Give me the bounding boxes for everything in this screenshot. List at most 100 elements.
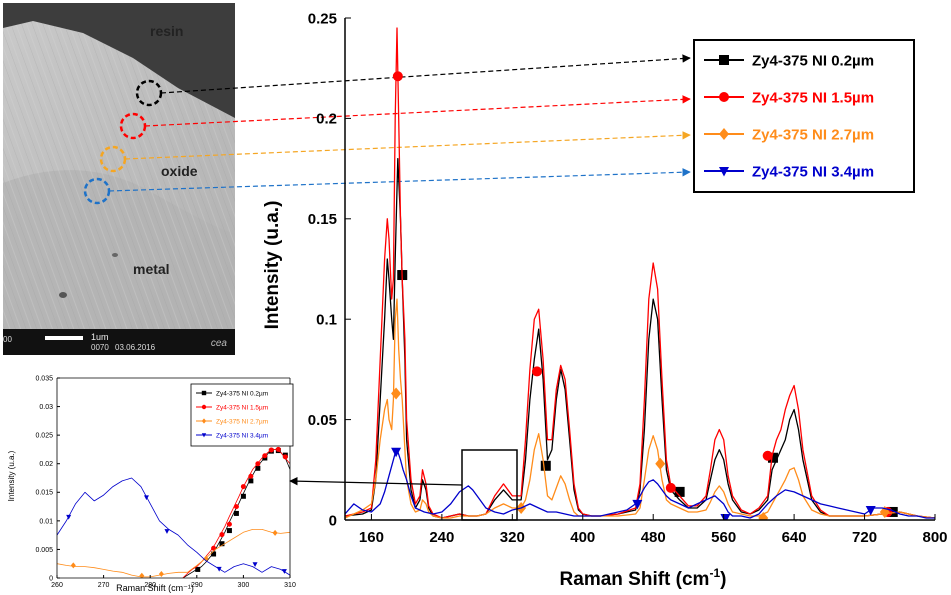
main-x-tick-label-2: 320 bbox=[500, 529, 525, 546]
inset-series-1-marker-1 bbox=[219, 532, 225, 538]
inset-series-1-marker-4 bbox=[240, 484, 246, 490]
main-x-tick-label-6: 640 bbox=[782, 529, 807, 546]
inset-series-1-marker-7 bbox=[262, 453, 268, 459]
main-x-tick-label-5: 560 bbox=[711, 529, 736, 546]
inset-series-1-marker-8 bbox=[268, 447, 274, 453]
main-legend-label-3: Zy4-375 NI 3.4µm bbox=[752, 163, 874, 180]
main-series-2-marker-3 bbox=[758, 511, 769, 520]
main-series-line-1 bbox=[345, 27, 935, 519]
main-y-tick-label-5: 0.25 bbox=[308, 10, 337, 27]
main-y-axis-label: Intensity (u.a.) bbox=[262, 201, 283, 330]
inset-x-tick-label-3: 290 bbox=[191, 582, 203, 589]
main-x-axis-label: Raman Shift (cm-1) bbox=[560, 566, 727, 590]
main-series-0-marker-2 bbox=[674, 486, 685, 497]
inset-series-0-marker-6 bbox=[248, 478, 254, 484]
inset-series-3-marker-2 bbox=[164, 529, 170, 534]
main-x-tick-label-4: 480 bbox=[641, 529, 666, 546]
label-metal: metal bbox=[133, 261, 170, 277]
main-series-2-marker-0 bbox=[391, 387, 402, 400]
inset-legend-marker-3 bbox=[201, 433, 207, 438]
main-legend-marker-0 bbox=[719, 55, 729, 65]
inset-x-axis-label: Raman Shift (cm⁻¹) bbox=[116, 583, 194, 593]
inset-y-tick-label-0: 0 bbox=[49, 575, 53, 582]
main-y-tick-label-0: 0 bbox=[329, 512, 337, 529]
inset-series-3-marker-1 bbox=[143, 495, 149, 501]
inset-legend-label-2: Zy4-375 NI 2.7µm bbox=[216, 418, 268, 425]
inset-series-2-marker-1 bbox=[139, 572, 145, 578]
arrow-1.5 bbox=[144, 95, 691, 127]
cea-logo: cea bbox=[210, 338, 227, 349]
inset-y-tick-label-7: 0.035 bbox=[35, 375, 53, 382]
label-resin: resin bbox=[150, 23, 184, 39]
inset-y-tick-label-6: 0.03 bbox=[39, 404, 53, 411]
main-series-1-marker-2 bbox=[665, 482, 676, 493]
main-legend: Zy4-375 NI 0.2µm Zy4-375 NI 1.5µm Zy4-375 … bbox=[693, 39, 915, 193]
image-code: 0070 bbox=[91, 343, 109, 352]
inset-y-tick-label-4: 0.02 bbox=[39, 461, 53, 468]
inset-series-0-marker-1 bbox=[211, 551, 217, 557]
inset-series-line-3 bbox=[57, 477, 290, 576]
inset-legend-label-0: Zy4-375 NI 0.2µm bbox=[216, 390, 268, 397]
inset-series-1-marker-9 bbox=[275, 446, 281, 452]
inset-series-2-marker-4 bbox=[272, 529, 278, 536]
arrow-0.2 bbox=[160, 54, 691, 94]
inset-x-tick-label-2: 280 bbox=[144, 582, 156, 589]
main-x-tick-label-3: 400 bbox=[570, 529, 595, 546]
inset-series-1-marker-5 bbox=[248, 473, 254, 479]
main-legend-marker-3 bbox=[719, 167, 729, 177]
inset-series-2-marker-2 bbox=[158, 571, 164, 577]
sem-micrograph: resin oxide metal 00 1um 0070 03.06.2016… bbox=[3, 3, 235, 355]
main-series-2-marker-2 bbox=[655, 457, 666, 470]
probe-circle-2.7 bbox=[99, 145, 127, 173]
label-oxide: oxide bbox=[161, 163, 198, 179]
inset-series-0-marker-5 bbox=[240, 493, 246, 499]
inset-series-0-marker-0 bbox=[195, 566, 201, 572]
inset-series-0-marker-7 bbox=[255, 465, 261, 471]
inset-x-tick-label-4: 300 bbox=[238, 582, 250, 589]
inset-y-tick-label-2: 0.01 bbox=[39, 518, 53, 525]
inset-x-tick-label-0: 260 bbox=[51, 582, 63, 589]
inset-series-0-marker-3 bbox=[226, 528, 232, 534]
inset-legend-marker-1 bbox=[201, 404, 207, 410]
inset-x-tick-label-1: 270 bbox=[98, 582, 110, 589]
inset-series-0-marker-2 bbox=[219, 541, 225, 547]
main-series-1-marker-0 bbox=[392, 71, 403, 82]
main-series-0-marker-3 bbox=[767, 452, 778, 463]
main-y-tick-label-4: 0.2 bbox=[316, 111, 337, 128]
probe-circle-1.5 bbox=[119, 112, 147, 140]
probe-circle-0.2 bbox=[135, 79, 163, 107]
image-date: 03.06.2016 bbox=[115, 343, 156, 352]
inset-legend-box bbox=[190, 383, 294, 447]
inset-y-tick-label-5: 0.025 bbox=[35, 433, 53, 440]
inset-series-1-marker-3 bbox=[233, 504, 239, 510]
main-raman-chart: 160 240 320 400 480 560 640 720 800 0 0.05 0.1 0.15 0… bbox=[262, 10, 948, 590]
inset-legend-marker-0 bbox=[201, 390, 207, 396]
inset-y-tick-label-3: 0.015 bbox=[35, 490, 53, 497]
inset-y-tick-label-1: 0.005 bbox=[35, 547, 53, 554]
main-series-1-marker-1 bbox=[531, 366, 542, 377]
inset-series-line-2 bbox=[57, 529, 290, 578]
main-series-0-marker-1 bbox=[540, 460, 551, 471]
main-series-line-0 bbox=[345, 157, 935, 519]
inset-series-1-marker-2 bbox=[226, 521, 232, 527]
main-series-3-marker-2 bbox=[720, 513, 731, 520]
scale-bar bbox=[45, 336, 83, 340]
main-y-tick-label-1: 0.05 bbox=[308, 412, 337, 429]
inset-x-tick-label-5: 310 bbox=[284, 582, 296, 589]
inset-legend-label-1: Zy4-375 NI 1.5µm bbox=[216, 404, 268, 411]
main-x-tick-label-7: 720 bbox=[852, 529, 877, 546]
inset-series-3-marker-3 bbox=[216, 566, 222, 572]
main-series-1-marker-3 bbox=[762, 450, 773, 461]
main-y-tick-label-2: 0.1 bbox=[316, 311, 337, 328]
inset-y-axis-label: Intensity (u.a.) bbox=[7, 450, 16, 501]
inset-series-1-marker-6 bbox=[255, 461, 261, 467]
scale-bar-label: 1um bbox=[91, 332, 109, 342]
scale-zero-text: 00 bbox=[3, 335, 12, 344]
inset-series-0-marker-4 bbox=[233, 510, 239, 516]
main-legend-label-0: Zy4-375 NI 0.2µm bbox=[752, 52, 874, 69]
main-series-0-marker-4 bbox=[887, 506, 898, 517]
sem-image bbox=[3, 3, 235, 355]
probe-circle-3.4 bbox=[83, 177, 111, 205]
